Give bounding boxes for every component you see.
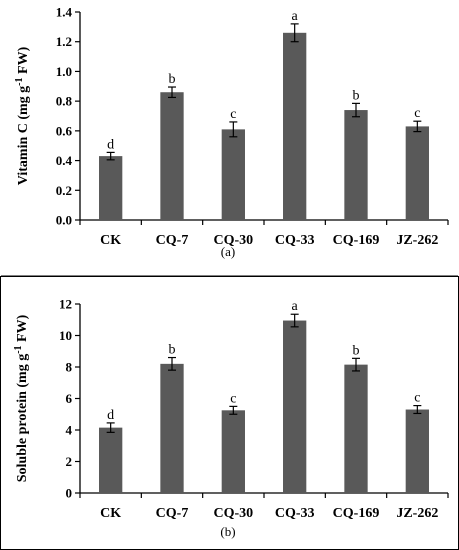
bar-jz-262 — [405, 126, 429, 220]
bar-jz-262 — [405, 409, 429, 493]
error-bar — [106, 151, 115, 161]
bar-cq-7 — [160, 363, 184, 493]
significance-letter: b — [169, 72, 176, 87]
y-tick-label: 12 — [59, 297, 72, 312]
error-bar — [229, 405, 238, 415]
chart-panel-b: 0 2 4 6 8 10 12 d CK b CQ-7 c CQ-30 a CQ-33 b CQ-169 c JZ-… — [13, 297, 449, 539]
significance-letter: c — [414, 106, 420, 121]
y-tick-label: 1.0 — [56, 64, 72, 79]
significance-letter: c — [230, 391, 236, 406]
error-bar — [168, 86, 176, 99]
bar-cq-7 — [160, 92, 184, 220]
category-label: JZ-262 — [396, 233, 438, 248]
significance-letter: b — [353, 88, 360, 103]
significance-letter: a — [292, 9, 299, 24]
bar-cq-33 — [283, 320, 307, 493]
y-tick-label: 8 — [66, 360, 73, 375]
bar-cq-169 — [344, 364, 368, 493]
category-label: CQ-7 — [156, 506, 189, 521]
y-tick-label: 0.2 — [56, 183, 72, 198]
category-label: CQ-169 — [333, 506, 380, 521]
bar-ck — [99, 427, 123, 493]
bar-cq-33 — [283, 32, 307, 220]
error-bar — [106, 422, 115, 433]
significance-letter: d — [107, 137, 114, 152]
error-bar — [352, 357, 360, 372]
category-label: CK — [100, 233, 121, 248]
y-tick-label: 0 — [66, 486, 73, 501]
error-bar — [413, 404, 422, 415]
panel-caption: (a) — [221, 244, 235, 259]
bar-cq-30 — [221, 129, 245, 220]
category-label: CQ-30 — [213, 233, 253, 248]
category-label: CQ-33 — [275, 233, 315, 248]
category-label: CQ-7 — [156, 233, 189, 248]
y-tick-label: 1.2 — [56, 34, 72, 49]
category-label: JZ-262 — [396, 506, 438, 521]
error-bar — [290, 23, 299, 43]
y-tick-label: 0.0 — [56, 213, 72, 228]
y-tick-label: 6 — [66, 391, 73, 406]
bar-ck — [99, 156, 123, 220]
category-label: CK — [100, 506, 121, 521]
y-axis-title: Soluble protein (mg g-1 FW) — [13, 314, 31, 482]
y-tick-label: 10 — [59, 328, 72, 343]
bar-cq-30 — [221, 410, 245, 493]
y-tick-label: 4 — [66, 423, 73, 438]
category-label: CQ-33 — [275, 506, 315, 521]
panel-caption: (b) — [220, 524, 235, 539]
category-label: CQ-169 — [333, 233, 380, 248]
y-axis-title: Vitamin C (mg g-1 FW) — [14, 46, 32, 185]
significance-letter: b — [353, 343, 360, 358]
error-bar — [229, 121, 238, 138]
error-bar — [290, 313, 299, 328]
significance-letter: a — [292, 299, 299, 314]
y-tick-label: 1.4 — [56, 5, 73, 20]
significance-letter: d — [107, 408, 114, 423]
chart-panel-a: 0.0 0.2 0.4 0.6 0.8 1.0 1.2 1.4 d CK b CQ-7 c CQ-30 a C… — [14, 5, 449, 259]
category-label: CQ-30 — [213, 506, 253, 521]
y-tick-label: 0.6 — [56, 123, 73, 138]
bar-cq-169 — [344, 110, 368, 220]
y-tick-label: 2 — [66, 454, 73, 469]
significance-letter: c — [230, 107, 236, 122]
error-bar — [413, 120, 422, 133]
error-bar — [352, 102, 360, 118]
y-tick-label: 0.4 — [56, 153, 73, 168]
y-tick-label: 0.8 — [56, 94, 73, 109]
significance-letter: b — [169, 343, 176, 358]
error-bar — [168, 356, 176, 371]
significance-letter: c — [414, 391, 420, 406]
